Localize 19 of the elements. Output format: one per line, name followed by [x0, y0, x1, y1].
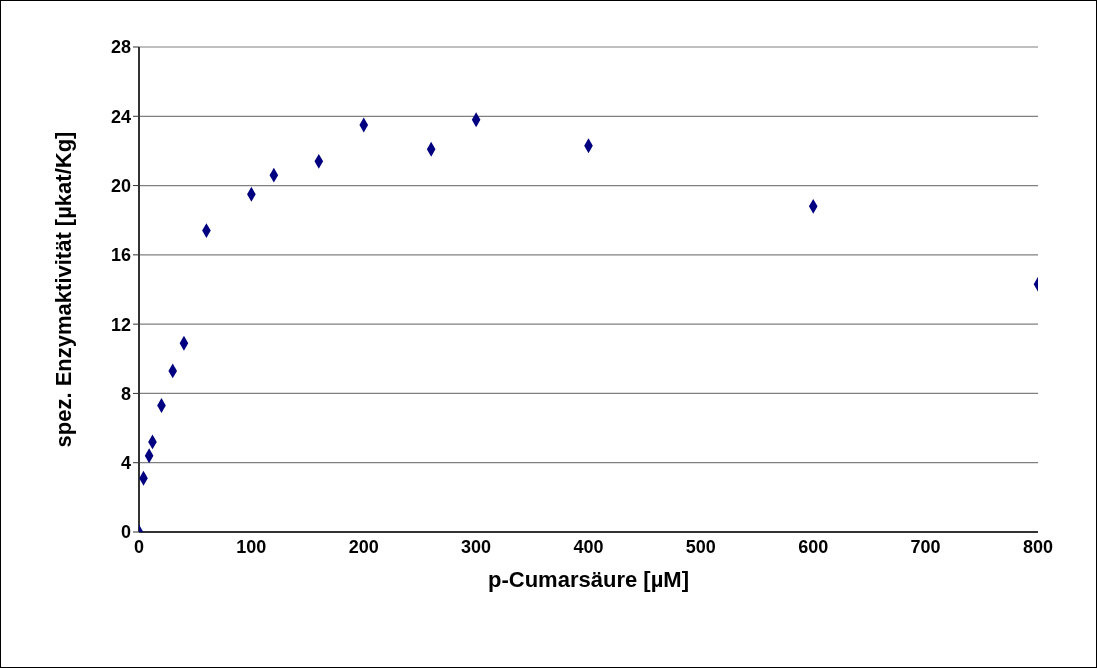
y-tick-label: 20 — [110, 175, 131, 196]
y-tick-label: 16 — [110, 245, 131, 266]
x-tick-label: 600 — [798, 536, 829, 557]
x-axis-title: p-Cumarsäure [µM] — [488, 567, 689, 592]
y-tick-label: 28 — [110, 37, 131, 58]
x-tick-label: 200 — [348, 536, 379, 557]
x-tick-label: 0 — [133, 536, 145, 557]
y-tick-label: 8 — [120, 383, 131, 404]
x-tick-label: 500 — [685, 536, 716, 557]
x-tick-label: 100 — [236, 536, 267, 557]
x-tick-label: 300 — [461, 536, 492, 557]
y-tick-label: 0 — [120, 522, 131, 543]
y-tick-label: 24 — [110, 106, 131, 127]
x-tick-label: 700 — [910, 536, 941, 557]
y-tick-label: 12 — [110, 314, 131, 335]
x-tick-label: 400 — [573, 536, 604, 557]
y-axis-title: spez. Enzymaktivität [µkat/Kg] — [50, 131, 76, 448]
y-tick-label: 4 — [120, 453, 131, 474]
x-tick-label: 800 — [1022, 536, 1054, 557]
